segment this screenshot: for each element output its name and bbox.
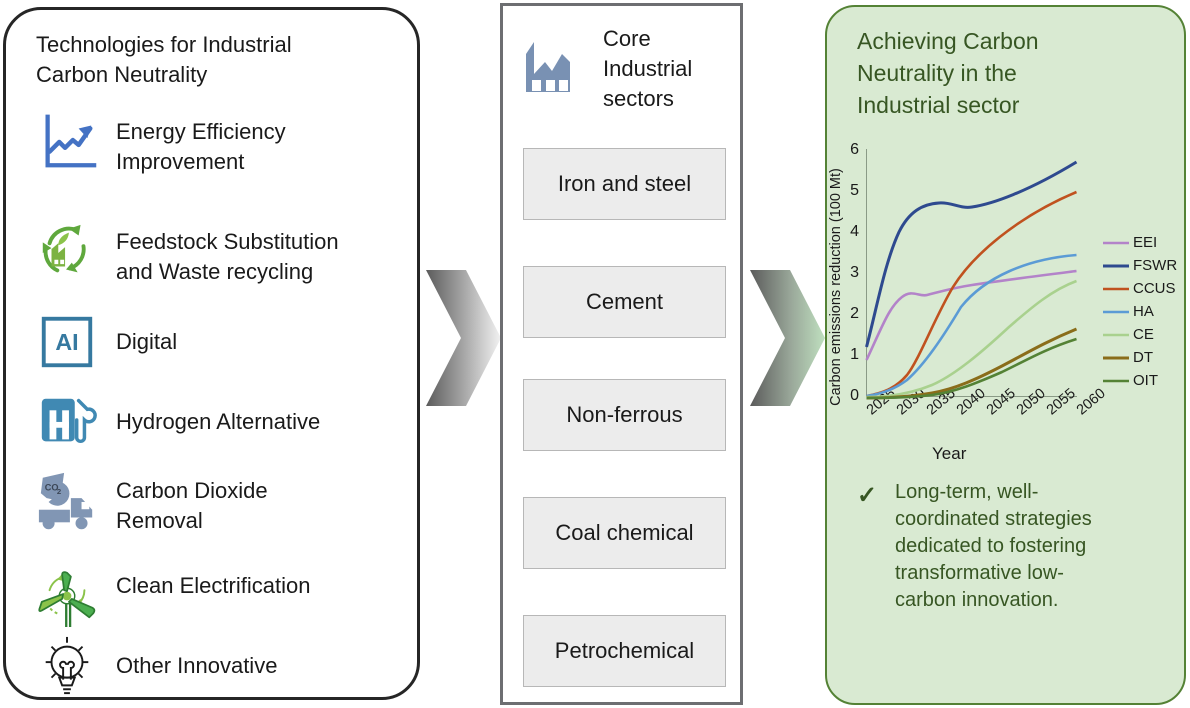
svg-text:2: 2 (850, 305, 859, 322)
svg-text:0: 0 (850, 387, 859, 404)
svg-text:AI: AI (55, 329, 78, 355)
svg-text:2050: 2050 (1014, 385, 1049, 418)
svg-text:Carbon emissions reduction (10: Carbon emissions reduction (100 Mt) (828, 168, 844, 406)
svg-text:2025: 2025 (864, 385, 899, 418)
svg-text:4: 4 (850, 223, 859, 240)
svg-text:2: 2 (57, 487, 61, 496)
svg-text:2045: 2045 (984, 385, 1019, 418)
svg-text:1: 1 (850, 346, 859, 363)
svg-text:3: 3 (850, 264, 859, 281)
svg-text:Year: Year (932, 444, 967, 463)
svg-text:2040: 2040 (954, 385, 989, 418)
svg-text:6: 6 (850, 141, 859, 158)
svg-text:2030: 2030 (894, 385, 929, 418)
svg-text:5: 5 (850, 182, 859, 199)
svg-text:2055: 2055 (1044, 385, 1079, 418)
